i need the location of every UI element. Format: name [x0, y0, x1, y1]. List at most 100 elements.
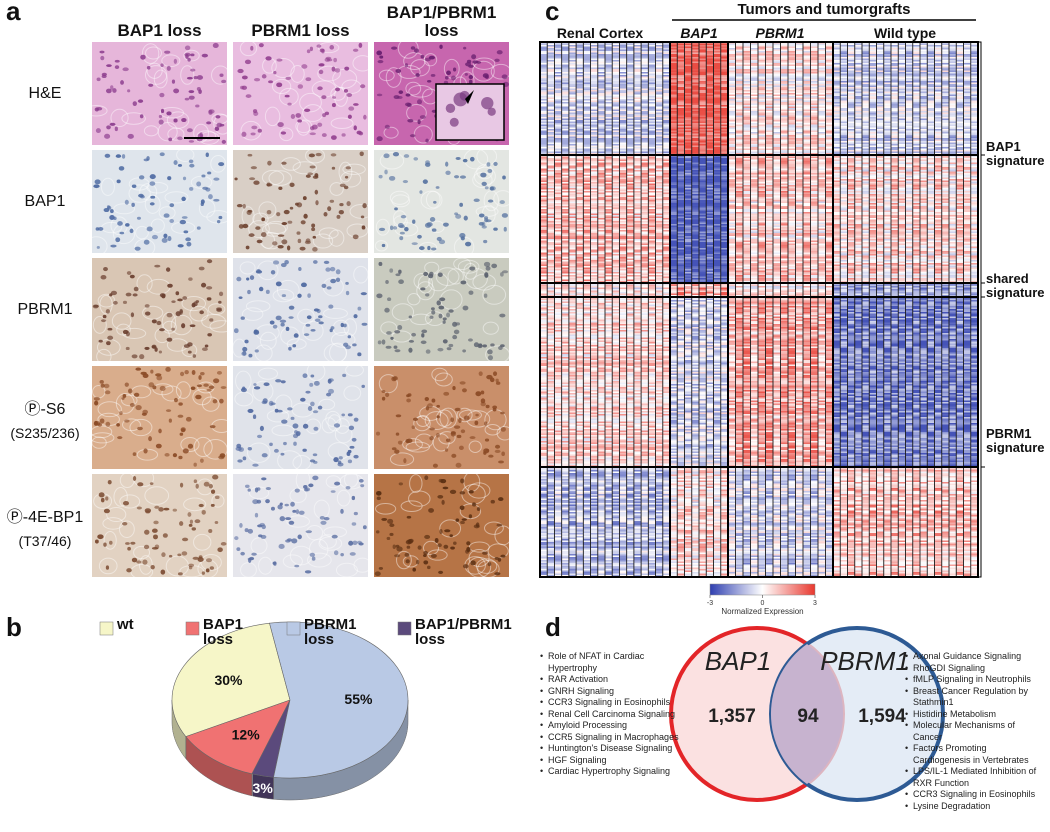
nucleus: [109, 122, 116, 126]
cell-outline: [166, 111, 190, 129]
nucleus: [494, 449, 501, 453]
nucleus: [255, 226, 261, 230]
nucleus: [308, 153, 315, 158]
nucleus: [413, 157, 419, 161]
nucleus: [446, 312, 451, 318]
nucleus: [438, 570, 444, 575]
nucleus: [453, 541, 457, 545]
nucleus: [450, 417, 455, 423]
panel-label: a: [6, 0, 21, 26]
nucleus: [485, 219, 492, 223]
nucleus: [166, 65, 171, 71]
nucleus: [317, 122, 323, 127]
nucleus: [288, 520, 295, 525]
nucleus: [450, 431, 456, 435]
nucleus: [305, 77, 312, 82]
cell-outline: [482, 321, 499, 335]
nucleus: [398, 482, 403, 486]
cell-outline: [262, 222, 287, 237]
nucleus: [140, 195, 145, 199]
nucleus: [483, 293, 488, 298]
nucleus: [303, 213, 308, 219]
nucleus: [198, 266, 205, 271]
nucleus: [420, 54, 425, 59]
nucleus: [171, 300, 176, 303]
nucleus: [244, 528, 249, 533]
nucleus: [195, 394, 202, 400]
nucleus: [252, 414, 257, 420]
row-label-box: Ⓟ-4E-BP1 (T37/46): [0, 474, 90, 577]
nucleus: [281, 419, 288, 424]
nucleus: [436, 415, 440, 419]
cell-outline: [342, 163, 366, 175]
nucleus: [263, 382, 270, 387]
nucleus: [237, 459, 243, 463]
cell-outline: [180, 65, 195, 85]
nucleus: [99, 418, 105, 424]
cell-outline: [416, 281, 435, 301]
nucleus: [307, 293, 311, 298]
nucleus: [341, 133, 346, 137]
nucleus: [113, 300, 118, 305]
nucleus: [500, 554, 506, 558]
nucleus: [319, 515, 325, 520]
nucleus: [188, 277, 193, 281]
nucleus: [279, 516, 286, 522]
nucleus: [287, 220, 293, 224]
signature-label: shared signature: [986, 271, 1045, 300]
nucleus: [487, 562, 492, 567]
nucleus: [175, 291, 180, 296]
nucleus: [117, 221, 123, 226]
nucleus: [158, 350, 163, 354]
nucleus: [136, 560, 142, 564]
nucleus: [196, 181, 202, 187]
nucleus: [177, 553, 182, 557]
nucleus: [193, 75, 198, 80]
nucleus: [345, 166, 351, 170]
nucleus: [376, 93, 383, 97]
nucleus: [487, 355, 494, 361]
nucleus: [179, 521, 184, 526]
nucleus: [186, 76, 193, 80]
cell-outline: [265, 220, 288, 235]
nucleus: [460, 520, 465, 525]
nucleus: [277, 122, 284, 128]
nucleus: [121, 154, 126, 159]
nucleus: [114, 59, 120, 63]
nucleus: [357, 306, 362, 311]
nucleus: [343, 323, 347, 328]
nucleus: [201, 53, 208, 58]
nucleus: [437, 494, 444, 499]
nucleus: [419, 115, 426, 119]
cell-outline: [103, 530, 117, 550]
venn-overlap: [770, 644, 844, 784]
cell-outline: [248, 220, 270, 239]
nucleus: [132, 293, 138, 297]
nucleus: [402, 180, 409, 184]
nucleus: [485, 404, 490, 409]
nucleus: [280, 452, 285, 456]
nucleus: [153, 520, 159, 525]
nucleus: [214, 495, 220, 499]
cell-outline: [465, 268, 488, 290]
cell-outline: [416, 415, 430, 428]
nucleus: [166, 312, 173, 318]
pathway-item: Factors Promoting Cardiogenesis in Verte…: [905, 743, 1045, 766]
nucleus: [247, 289, 251, 295]
nucleus: [321, 133, 327, 138]
nucleus: [168, 554, 173, 558]
nucleus: [395, 273, 401, 277]
nucleus: [389, 268, 394, 273]
nucleus: [101, 319, 107, 323]
nucleus: [417, 234, 422, 239]
nucleus: [295, 113, 302, 118]
nucleus: [206, 121, 212, 125]
nucleus: [189, 519, 194, 524]
nucleus: [159, 328, 165, 332]
cell-outline: [247, 442, 271, 463]
cell-outline: [152, 383, 174, 396]
nucleus: [242, 223, 249, 229]
nucleus: [347, 335, 351, 339]
nucleus: [262, 398, 268, 404]
cell-outline: [196, 130, 217, 142]
